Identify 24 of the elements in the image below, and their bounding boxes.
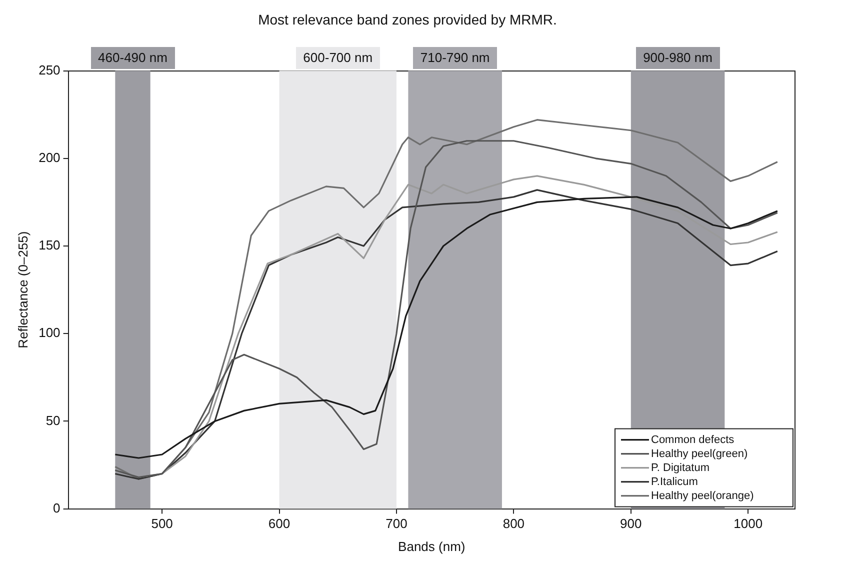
y-axis-title: Reflectance (0–255): [15, 231, 30, 348]
legend-label: P. Digitatum: [651, 462, 710, 474]
legend-label: Healthy peel(green): [651, 448, 748, 460]
band-label: 460-490 nm: [98, 50, 168, 66]
band-label: 600-700 nm: [303, 50, 373, 66]
band-label: 710-790 nm: [420, 50, 490, 66]
y-tick-label: 50: [46, 412, 60, 428]
band-label: 900-980 nm: [643, 50, 712, 66]
x-tick-label: 1000: [734, 516, 763, 532]
legend-label: Common defects: [651, 434, 735, 446]
x-tick-label: 900: [620, 516, 642, 532]
x-tick-label: 800: [502, 516, 525, 532]
x-tick-label: 500: [151, 516, 173, 532]
y-tick-label: 250: [38, 62, 60, 78]
y-tick-label: 200: [38, 150, 60, 165]
x-tick-label: 700: [386, 516, 408, 532]
x-axis-title: Bands (nm): [398, 538, 466, 554]
legend-label: P.Italicum: [651, 476, 698, 488]
y-tick-label: 100: [38, 325, 60, 340]
chart-title: Most relevance band zones provided by MRMR.: [258, 11, 557, 28]
x-tick-label: 600: [268, 516, 290, 532]
y-tick-label: 150: [38, 238, 60, 253]
legend-label: Healthy peel(orange): [651, 490, 754, 502]
y-tick-label: 0: [53, 500, 60, 516]
